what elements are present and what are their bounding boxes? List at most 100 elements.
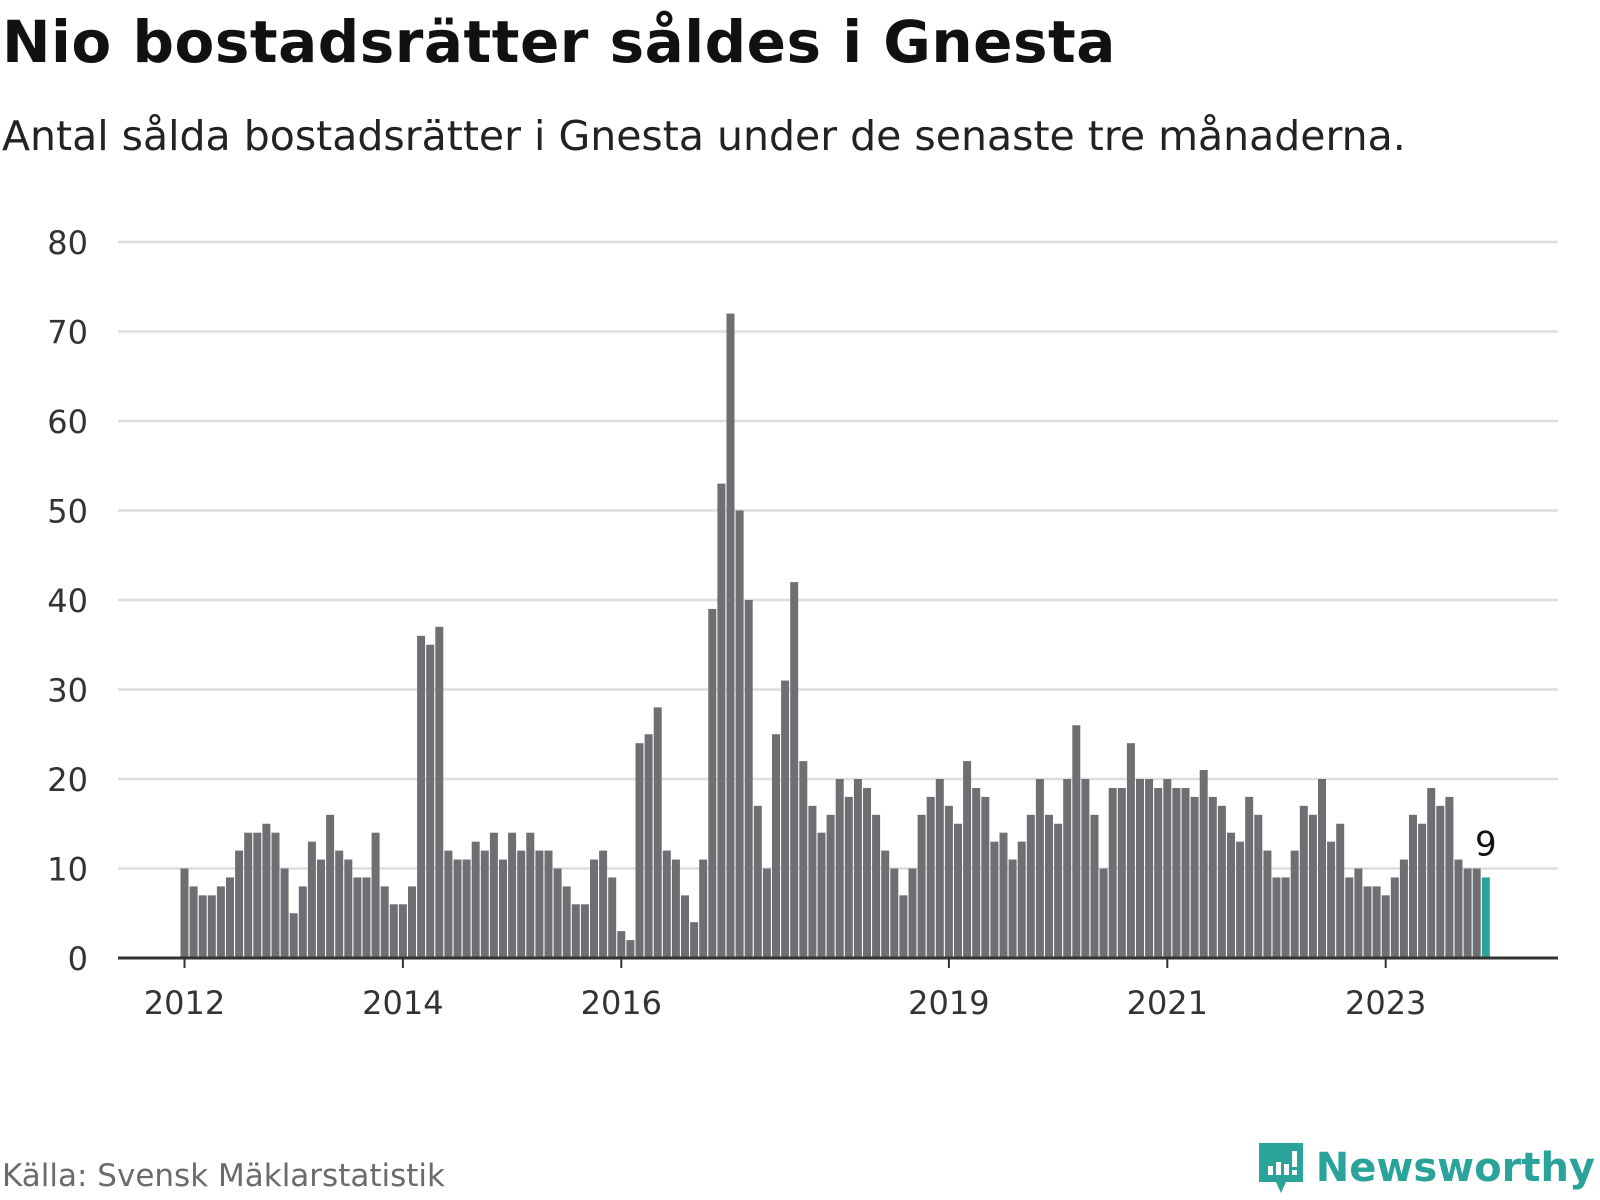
bar: [944, 805, 953, 958]
bar: [917, 814, 926, 958]
bar: [216, 886, 225, 958]
brand-name: Newsworthy: [1315, 1145, 1595, 1191]
bar: [617, 931, 626, 958]
bar: [489, 832, 498, 958]
brand-logo[interactable]: Newsworthy: [1256, 1140, 1595, 1196]
bar: [1472, 868, 1481, 958]
bar: [417, 635, 426, 958]
bar: [744, 600, 753, 958]
bar: [1054, 823, 1063, 958]
bar: [262, 823, 271, 958]
bar: [1199, 770, 1208, 958]
bar: [380, 886, 389, 958]
x-tick-label: 2019: [908, 984, 989, 1022]
bar: [1372, 886, 1381, 958]
bar: [198, 895, 207, 958]
bar: [863, 787, 871, 958]
bar: [1409, 814, 1417, 958]
bar: [289, 913, 298, 958]
bar: [453, 859, 462, 958]
bar: [981, 796, 990, 958]
bar: [1117, 787, 1126, 958]
bar: [1045, 814, 1053, 958]
bar: [371, 832, 380, 958]
bar: [244, 832, 253, 958]
bar: [1145, 779, 1154, 958]
bar: [1281, 877, 1290, 958]
bar: [808, 805, 817, 958]
bar: [271, 832, 280, 958]
bar: [853, 779, 862, 958]
bar: [835, 779, 844, 958]
bar: [1363, 886, 1372, 958]
bar: [307, 841, 316, 958]
y-tick-label: 60: [47, 403, 88, 441]
bar: [1427, 787, 1436, 958]
bar: [326, 814, 335, 958]
bar: [872, 814, 881, 958]
bar: [1008, 859, 1017, 958]
bar: [353, 877, 362, 958]
y-tick-label: 50: [47, 493, 88, 531]
bar: [471, 841, 480, 958]
y-axis-ticks: 0 10 20 30 40 50 60 70 80: [47, 224, 88, 978]
bar: [408, 886, 416, 958]
highlight-value-label: 9: [1475, 824, 1497, 864]
bar: [1290, 850, 1299, 958]
y-tick-label: 70: [47, 314, 88, 352]
bar: [1308, 814, 1317, 958]
bar: [1154, 787, 1163, 958]
bar: [1108, 787, 1117, 958]
bar: [735, 510, 744, 958]
bar: [426, 644, 435, 958]
x-tick-label: 2014: [362, 984, 443, 1022]
bar: [1263, 850, 1272, 958]
bar: [1272, 877, 1281, 958]
bar: [1081, 779, 1090, 958]
x-tick-label: 2016: [581, 984, 662, 1022]
bar: [881, 850, 890, 958]
x-tick-label: 2021: [1127, 984, 1208, 1022]
bar: [1017, 841, 1026, 958]
x-tick-label: 2012: [144, 984, 225, 1022]
bar: [908, 868, 917, 958]
bar: [590, 859, 598, 958]
bar: [1136, 779, 1144, 958]
bar: [1190, 796, 1199, 958]
x-axis-ticks: 2012 2014 2016 2019 2021 2023: [144, 958, 1426, 1022]
bar: [954, 823, 962, 958]
bar: [444, 850, 453, 958]
bar: [1327, 841, 1336, 958]
bar: [1390, 877, 1399, 958]
bar: [1245, 796, 1254, 958]
bar: [1299, 805, 1308, 958]
bar: [1418, 823, 1427, 958]
bar: [844, 796, 853, 958]
y-tick-label: 10: [47, 851, 88, 889]
bar: [335, 850, 344, 958]
chart-title: Nio bostadsrätter såldes i Gnesta: [2, 8, 1116, 76]
bar: [717, 483, 726, 958]
bar: [526, 832, 535, 958]
bar: [826, 814, 835, 958]
bar: [580, 904, 589, 958]
bar: [1217, 805, 1226, 958]
bar: [207, 895, 216, 958]
bar: [671, 859, 680, 958]
bar: [753, 805, 762, 958]
bar: [1345, 877, 1354, 958]
bar: [608, 877, 617, 958]
bar: [1399, 859, 1408, 958]
bar: [1026, 814, 1035, 958]
bar: [1336, 823, 1345, 958]
bar: [963, 761, 972, 958]
bar: [935, 779, 944, 958]
bar: [1072, 725, 1081, 958]
bar: [298, 886, 307, 958]
bar: [690, 922, 699, 958]
bar: [1381, 895, 1390, 958]
bar: [1227, 832, 1235, 958]
bar: [1445, 796, 1454, 958]
bar: [180, 868, 189, 958]
bar: [1454, 859, 1463, 958]
